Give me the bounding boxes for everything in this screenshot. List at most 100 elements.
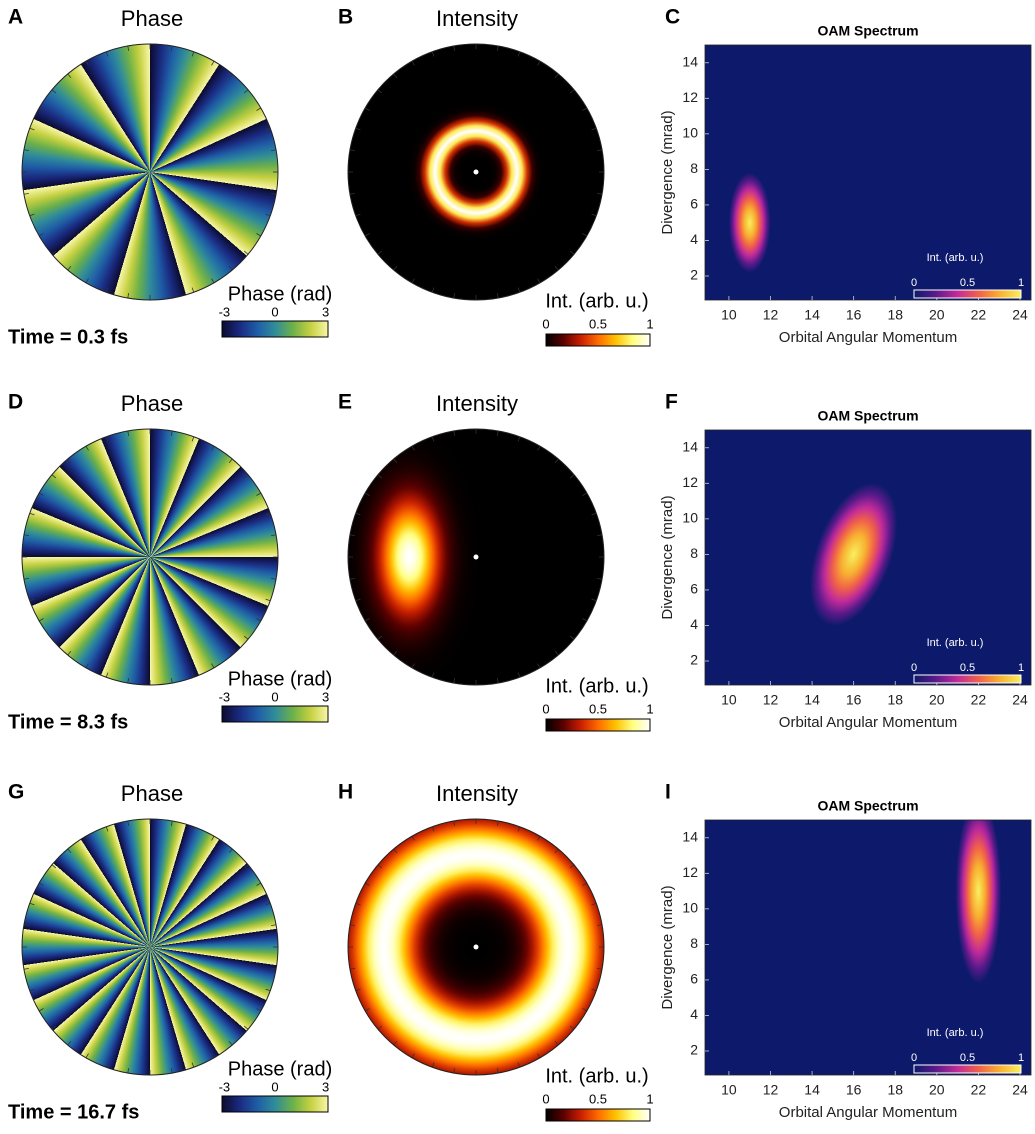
polar-tick (52, 90, 56, 93)
polar-tick (570, 865, 574, 868)
polar-tick (350, 150, 355, 151)
polar-tick (597, 535, 602, 536)
colorbar (222, 706, 328, 722)
polar-tick (30, 989, 35, 991)
polar-tick (592, 513, 597, 515)
colorbar-tick-label: 0 (271, 689, 278, 704)
polar-tick (266, 903, 271, 905)
colorbar-tick-label: 0 (911, 277, 917, 289)
polar-tick (212, 279, 215, 283)
y-tick-label: 2 (690, 1042, 698, 1058)
polar-tick (212, 61, 215, 65)
polar-tick (350, 925, 355, 926)
polar-tick (212, 664, 215, 668)
polar-tick (86, 279, 89, 283)
colorbar-tick-label: 3 (322, 304, 329, 319)
colorbar-tick-label: 0.5 (960, 1052, 975, 1064)
polar-tick (378, 475, 382, 478)
polar-tick (378, 865, 382, 868)
polar-tick (592, 128, 597, 130)
colorbar-tick-label: 0.5 (589, 701, 607, 716)
polar-tick (570, 475, 574, 478)
spectrum-peak (956, 799, 1002, 984)
polar-tick (271, 150, 276, 151)
polar-tick (106, 52, 108, 57)
y-tick-label: 12 (682, 89, 698, 105)
polar-tick (592, 214, 597, 216)
colorbar-tick-label: 3 (322, 1079, 329, 1094)
colorbar-label: Phase (rad) (228, 283, 333, 305)
polar-tick (592, 599, 597, 601)
polar-tick (39, 234, 43, 237)
y-axis-label: Divergence (mrad) (659, 110, 676, 234)
panel-letter: D (8, 391, 23, 414)
polar-tick (266, 513, 271, 515)
polar-tick (24, 535, 29, 536)
x-tick-label: 22 (971, 692, 987, 708)
polar-tick (597, 968, 602, 969)
panel-title: Phase (121, 6, 183, 31)
polar-tick (244, 636, 248, 639)
colorbar-tick-label: 0 (542, 1091, 549, 1106)
colorbar (914, 290, 1021, 298)
colorbar (546, 1109, 650, 1121)
disc-outline (22, 819, 278, 1075)
y-tick-label: 12 (682, 474, 698, 490)
y-tick-label: 12 (682, 864, 698, 880)
polar-tick (394, 1041, 397, 1045)
colorbar (546, 719, 650, 731)
polar-tick (244, 90, 248, 93)
x-tick-label: 18 (887, 692, 903, 708)
polar-tick (356, 989, 361, 991)
polar-tick (432, 288, 434, 293)
polar-tick (128, 678, 129, 683)
polar-tick (244, 475, 248, 478)
polar-tick (412, 836, 415, 840)
polar-tick (266, 599, 271, 601)
center-dot (474, 945, 479, 950)
colorbar-label: Int. (arb. u.) (545, 675, 648, 697)
x-axis-label: Orbital Angular Momentum (779, 1104, 957, 1121)
x-tick-label: 24 (1012, 1082, 1028, 1098)
polar-tick (412, 61, 415, 65)
polar-tick (271, 193, 276, 194)
polar-tick (518, 437, 520, 442)
polar-tick (454, 1068, 455, 1073)
polar-tick (518, 673, 520, 678)
colorbar-label: Phase (rad) (228, 1058, 333, 1080)
colorbar-tick-label: 0 (542, 701, 549, 716)
polar-tick (30, 903, 35, 905)
x-tick-label: 10 (721, 692, 737, 708)
polar-tick (30, 513, 35, 515)
polar-tick (24, 968, 29, 969)
panel-letter: E (338, 391, 352, 414)
colorbar-label: Int. (arb. u.) (927, 252, 984, 264)
polar-tick (394, 266, 397, 270)
polar-tick (497, 821, 498, 826)
figure: APhaseTime = 0.3 fsPhase (rad)-303BInten… (0, 0, 1035, 1134)
polar-tick (538, 664, 541, 668)
colorbar-tick-label: -3 (219, 1079, 231, 1094)
polar-tick (106, 288, 108, 293)
polar-tick (106, 827, 108, 832)
x-tick-label: 16 (846, 307, 862, 323)
y-tick-label: 8 (690, 545, 698, 561)
polar-tick (583, 619, 587, 622)
polar-tick (597, 193, 602, 194)
polar-tick (192, 437, 194, 442)
polar-tick (583, 883, 587, 886)
colorbar (222, 1096, 328, 1112)
polar-tick (432, 52, 434, 57)
polar-tick (365, 883, 369, 886)
colorbar (222, 321, 328, 337)
colorbar-label: Phase (rad) (228, 668, 333, 690)
x-tick-label: 12 (763, 692, 779, 708)
y-tick-label: 2 (690, 267, 698, 283)
polar-tick (30, 214, 35, 216)
polar-tick (266, 989, 271, 991)
polar-tick (555, 1041, 558, 1045)
polar-tick (356, 513, 361, 515)
polar-tick (378, 1026, 382, 1029)
polar-tick (86, 61, 89, 65)
polar-tick (192, 52, 194, 57)
